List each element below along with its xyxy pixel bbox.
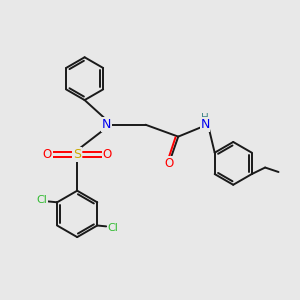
Text: S: S xyxy=(73,148,81,161)
Text: Cl: Cl xyxy=(107,223,118,233)
Text: H: H xyxy=(201,113,209,123)
Text: N: N xyxy=(200,118,210,131)
Text: O: O xyxy=(102,148,112,161)
Text: Cl: Cl xyxy=(36,195,47,205)
Text: O: O xyxy=(43,148,52,161)
Text: O: O xyxy=(165,157,174,170)
Text: N: N xyxy=(102,118,112,131)
